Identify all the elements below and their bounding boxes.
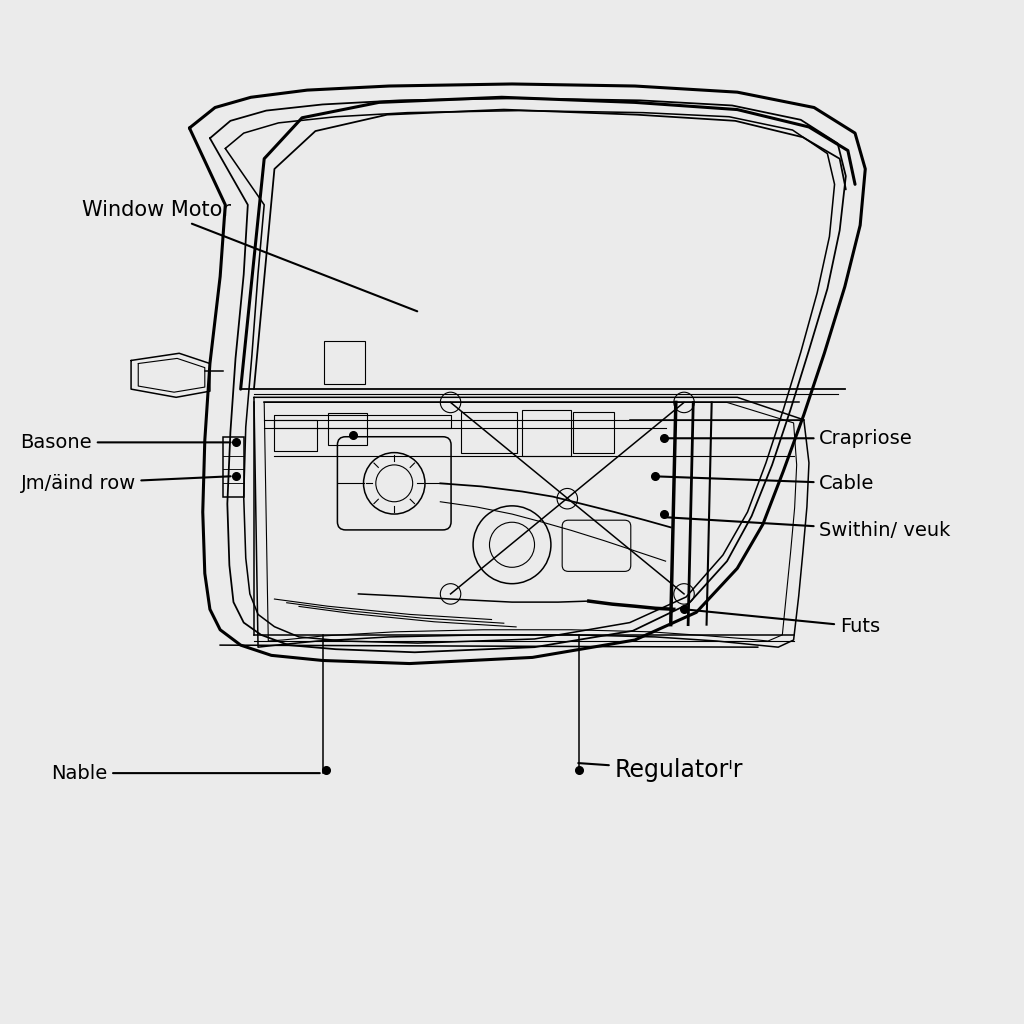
- Bar: [461, 412, 517, 453]
- Text: Nable: Nable: [51, 764, 319, 782]
- Bar: [324, 341, 365, 384]
- Bar: [328, 413, 367, 445]
- Text: Cable: Cable: [653, 474, 874, 493]
- Bar: [522, 410, 571, 456]
- Text: Window Motor: Window Motor: [82, 200, 417, 311]
- Text: Basone: Basone: [20, 433, 230, 452]
- Bar: [223, 437, 244, 497]
- Text: Swithin/ veuk: Swithin/ veuk: [667, 517, 950, 540]
- Text: Regulatorᴵr: Regulatorᴵr: [579, 758, 742, 782]
- Bar: [573, 412, 614, 453]
- Text: Jm/äind row: Jm/äind row: [20, 474, 230, 493]
- Text: Crapriose: Crapriose: [667, 429, 913, 447]
- Text: Futs: Futs: [687, 609, 880, 636]
